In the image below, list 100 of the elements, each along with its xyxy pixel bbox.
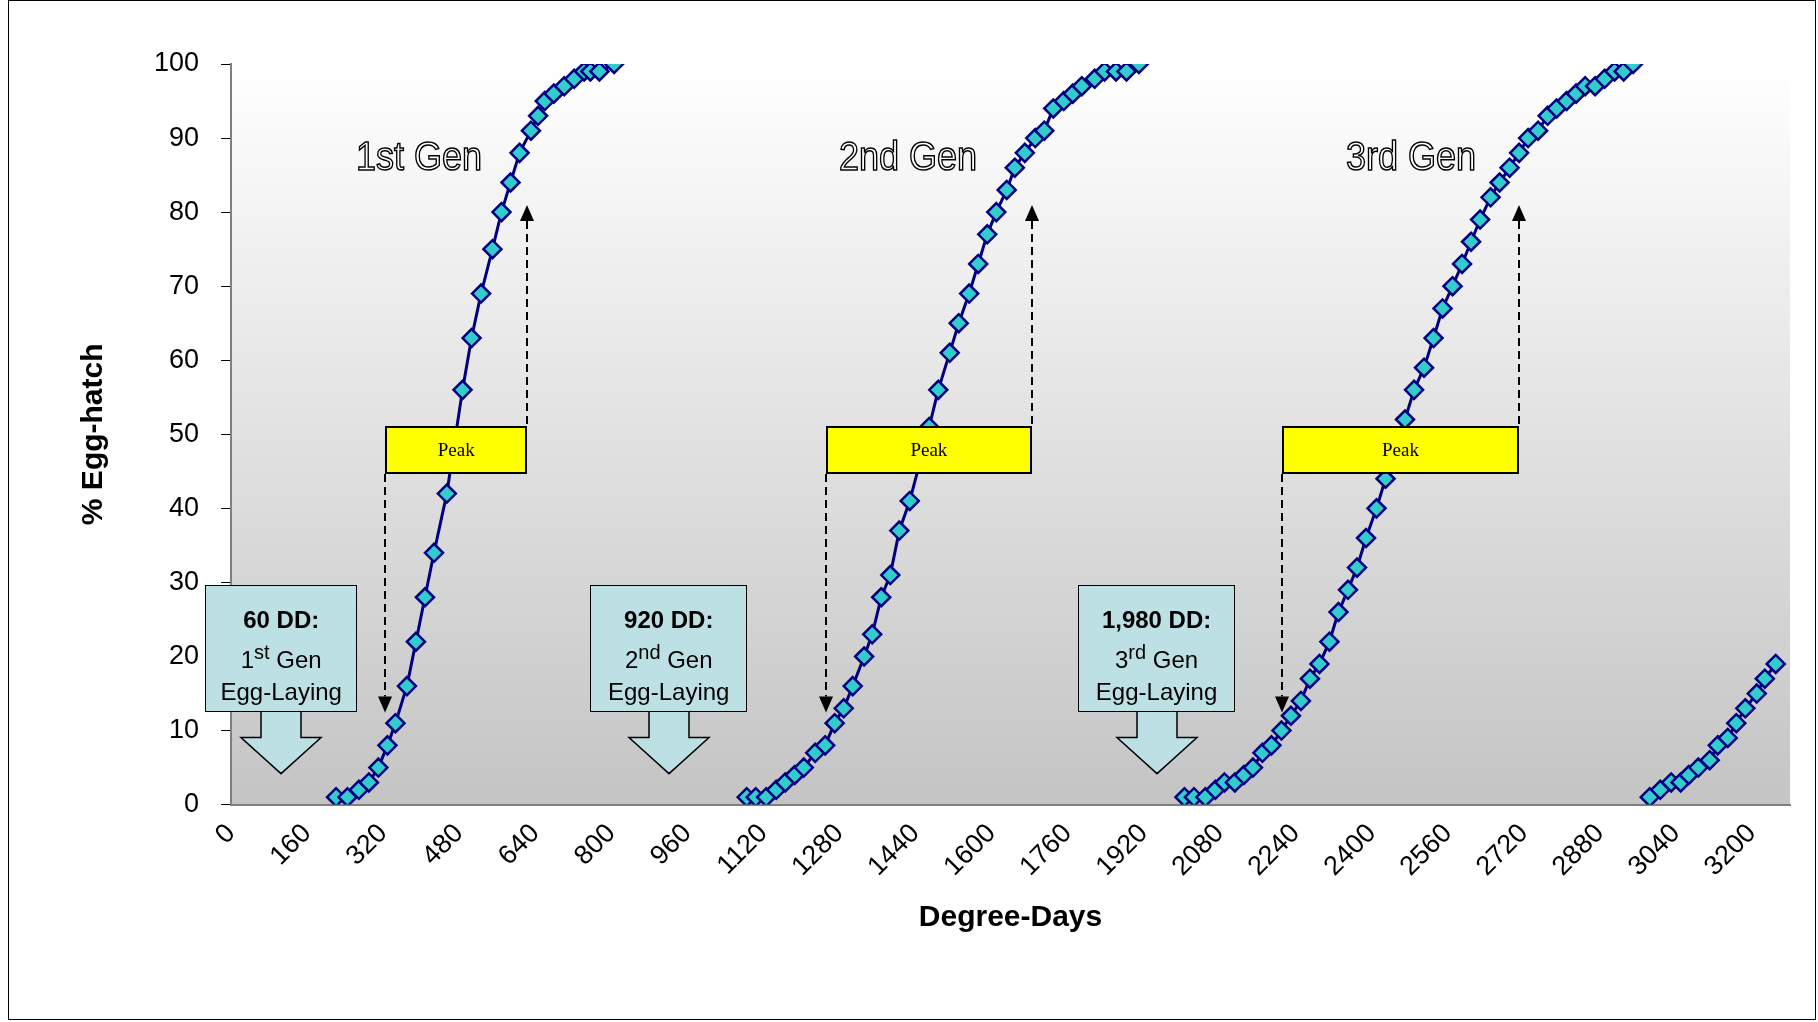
annotation: 2nd Gen [838, 133, 977, 179]
point [793, 757, 815, 778]
x-tick-label: 320 [339, 817, 393, 871]
point [1309, 653, 1330, 675]
point [1116, 64, 1137, 82]
point [1717, 727, 1738, 749]
point [589, 64, 610, 82]
point [1489, 172, 1510, 193]
point [1451, 253, 1473, 275]
point [833, 698, 854, 719]
x-tick-label: 960 [643, 817, 697, 871]
point [482, 238, 503, 260]
point [1650, 779, 1671, 801]
point [1460, 231, 1482, 252]
point [452, 379, 473, 401]
point [1413, 357, 1435, 378]
callout-box: 60 DD: 1$^{st}$ Gen Egg-Laying [205, 584, 357, 713]
point [527, 105, 549, 127]
point [1280, 705, 1302, 726]
point [436, 483, 458, 504]
point [967, 253, 989, 275]
point [976, 224, 998, 245]
callout-box: 1,980 DD: 3$^{rd}$ Gen Egg-Laying [1077, 584, 1236, 713]
point [1403, 379, 1425, 401]
point [1014, 142, 1036, 164]
point [1754, 668, 1776, 689]
point [1527, 120, 1549, 141]
point [1261, 735, 1282, 756]
x-tick-label: 640 [491, 817, 545, 871]
point [396, 675, 418, 697]
point [853, 646, 875, 667]
label-box: Peak [1282, 425, 1519, 474]
point [358, 772, 380, 793]
point [948, 312, 969, 334]
point [889, 520, 910, 541]
point [470, 283, 492, 304]
point [1699, 749, 1720, 771]
point [814, 735, 836, 756]
point [1508, 142, 1530, 164]
point [423, 542, 445, 564]
point [414, 587, 436, 608]
label-box: Peak [826, 425, 1032, 474]
point [377, 735, 398, 756]
point [1034, 120, 1055, 141]
point [871, 587, 892, 608]
point [824, 712, 845, 734]
y-tick-label: 10 [169, 714, 200, 745]
point [996, 179, 1017, 201]
point [1290, 690, 1312, 712]
point [1337, 579, 1359, 601]
point [509, 142, 530, 164]
point [385, 712, 406, 734]
x-tick-label: 480 [415, 817, 469, 871]
point [1299, 668, 1321, 689]
y-axis-title: % Egg-hatch [75, 343, 109, 526]
x-tick-label: 160 [263, 817, 317, 871]
point [1328, 601, 1349, 623]
point [1442, 275, 1463, 297]
point [1432, 298, 1453, 319]
point [1499, 157, 1520, 178]
y-tick-label: 50 [169, 417, 200, 448]
label-box: Peak [385, 425, 528, 474]
point [1480, 187, 1501, 208]
point [543, 83, 565, 104]
y-tick-label: 0 [184, 788, 200, 819]
point [1355, 527, 1377, 549]
point [1004, 157, 1026, 178]
point [1423, 327, 1444, 349]
point [899, 490, 921, 512]
y-tick-label: 70 [169, 269, 200, 300]
x-tick-label: 800 [567, 817, 621, 871]
point [491, 201, 512, 223]
point [928, 379, 949, 401]
callout-box: 920 DD: 2$^{nd}$ Gen Egg-Laying [590, 584, 748, 713]
point [520, 120, 542, 141]
point [1242, 757, 1264, 778]
y-tick-label: 100 [153, 47, 200, 78]
point [1271, 720, 1292, 741]
point [500, 172, 521, 193]
point [880, 564, 901, 586]
point [842, 675, 863, 697]
y-tick-label: 40 [169, 491, 200, 522]
point [1688, 757, 1709, 778]
y-tick-label: 30 [169, 565, 200, 596]
point [1319, 631, 1340, 652]
x-axis-title: Degree-Days [918, 899, 1103, 933]
point [1346, 557, 1368, 578]
point [1469, 209, 1491, 230]
point [1746, 683, 1767, 704]
point [861, 624, 883, 645]
x-tick-label: 0 [208, 817, 241, 850]
point [958, 283, 980, 304]
point [1071, 75, 1093, 97]
y-tick-label: 90 [169, 121, 200, 152]
point [1735, 698, 1756, 719]
point [337, 786, 358, 805]
annotation: 1st Gen [355, 133, 482, 179]
y-tick-label: 20 [169, 639, 200, 670]
point [1765, 653, 1786, 675]
point [1366, 498, 1387, 519]
